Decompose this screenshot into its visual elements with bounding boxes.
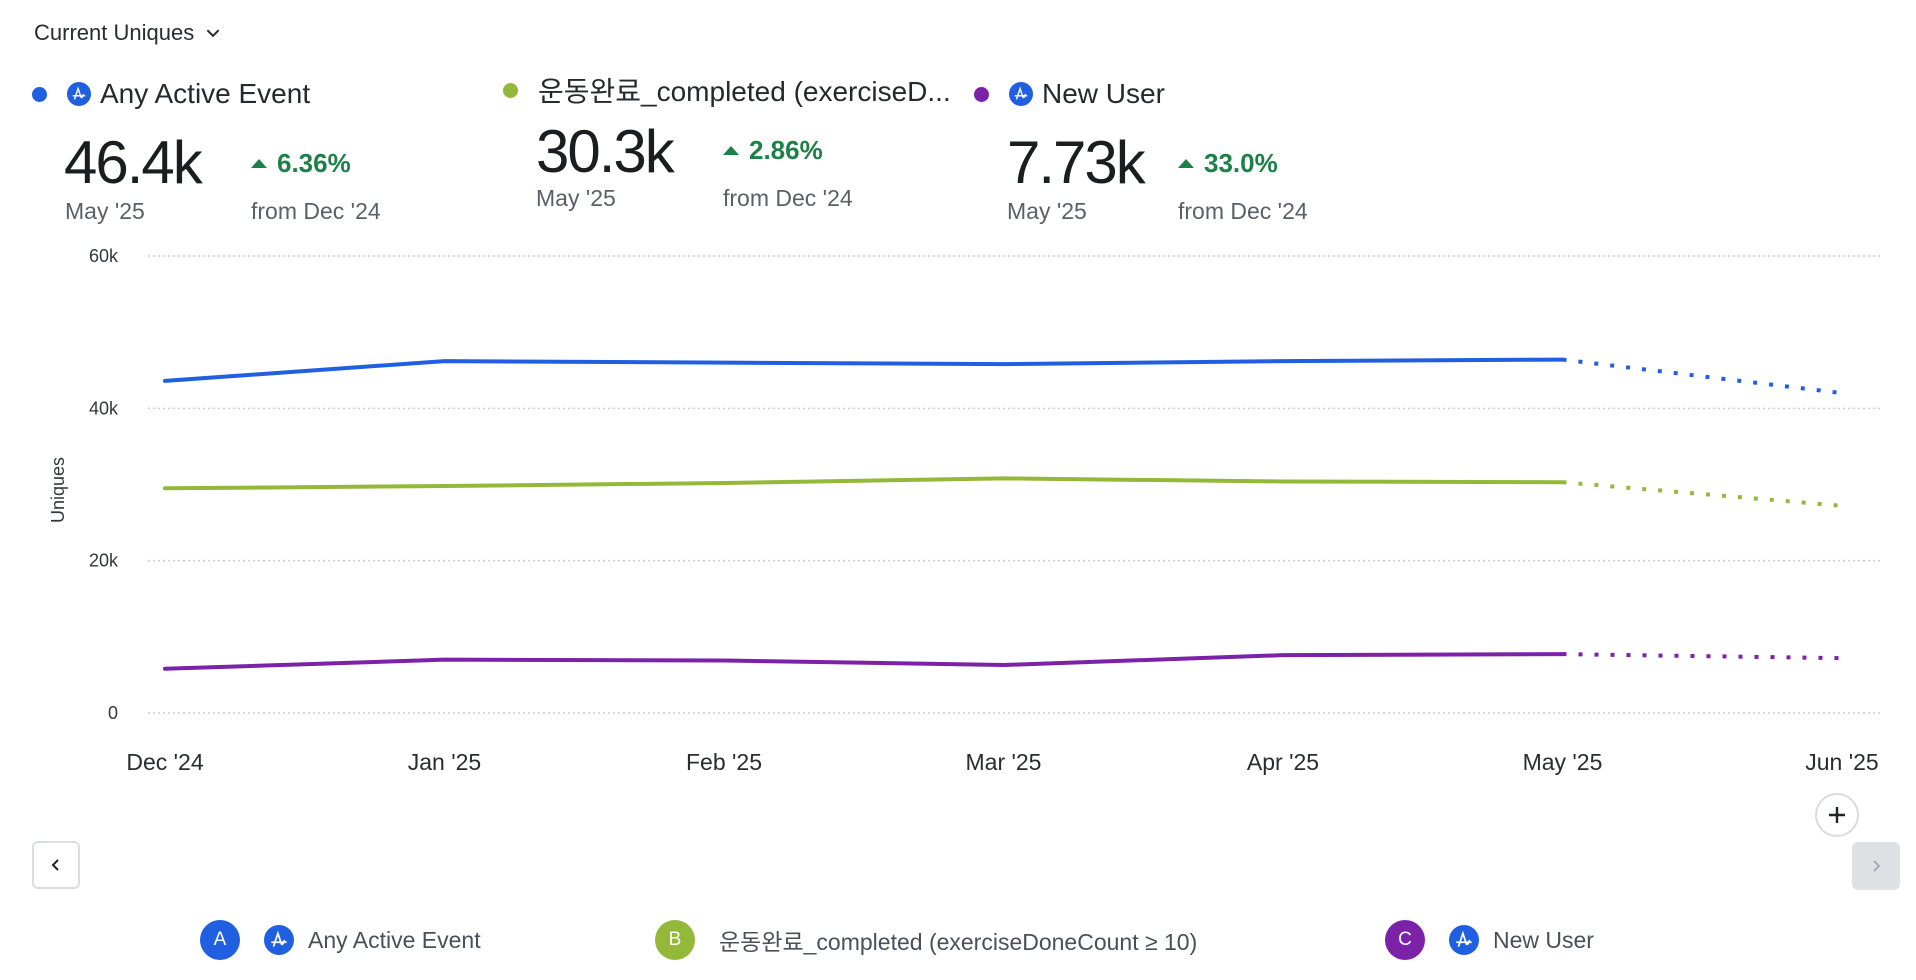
- series-line[interactable]: [163, 652, 1565, 671]
- data-point[interactable]: [716, 475, 732, 491]
- legend-label: 운동완료_completed (exerciseDoneCount ≥ 10): [719, 929, 1198, 955]
- y-axis-ticks: 0 20k 40k 60k: [89, 246, 119, 723]
- x-tick-label: May '25: [1523, 749, 1603, 775]
- chevron-down-icon: [206, 29, 220, 38]
- series-0[interactable]: [157, 352, 1850, 402]
- data-point[interactable]: [1555, 646, 1571, 662]
- grid-lines: [148, 255, 1880, 714]
- stat-delta: 2.86%: [723, 135, 823, 166]
- stat-title: Any Active Event: [100, 78, 311, 109]
- x-axis-ticks: Dec '24 Jan '25 Feb '25 Mar '25 Apr '25 May '…: [126, 749, 1878, 775]
- stat-delta-ref: from Dec '24: [723, 185, 853, 211]
- amplitude-event-icon: [1009, 82, 1033, 106]
- data-point[interactable]: [996, 657, 1012, 673]
- data-point[interactable]: [157, 480, 173, 496]
- legend-item-b[interactable]: B 운동완료_completed (exerciseDoneCount ≥ 10…: [655, 920, 1197, 960]
- add-annotation-button[interactable]: [1815, 793, 1859, 837]
- stat-delta: 33.0%: [1178, 148, 1278, 179]
- data-point[interactable]: [996, 470, 1012, 486]
- stat-title: New User: [1042, 78, 1165, 109]
- x-tick-label: Feb '25: [686, 749, 762, 775]
- data-point[interactable]: [1834, 385, 1850, 401]
- data-point[interactable]: [1555, 474, 1571, 490]
- stat-period: May '25: [1007, 198, 1087, 224]
- data-point[interactable]: [437, 652, 453, 668]
- amplitude-event-icon: [1449, 925, 1479, 955]
- amplitude-event-icon: [264, 925, 294, 955]
- trend-up-icon: [723, 146, 739, 155]
- x-tick-label: Mar '25: [966, 749, 1042, 775]
- metric-selector-label: Current Uniques: [34, 20, 195, 45]
- legend-item-a[interactable]: A Any Active Event: [200, 920, 481, 960]
- series-color-dot: [974, 86, 989, 102]
- series-line[interactable]: [163, 357, 1565, 383]
- x-tick-label: Dec '24: [126, 749, 203, 775]
- y-axis-label: Uniques: [48, 457, 68, 523]
- stat-delta-ref: from Dec '24: [1178, 198, 1308, 224]
- legend-label: Any Active Event: [308, 926, 481, 953]
- plus-icon: [1829, 807, 1845, 823]
- legend-label: New User: [1493, 926, 1594, 953]
- data-point[interactable]: [1834, 650, 1850, 666]
- series-projection-line[interactable]: [1562, 357, 1843, 396]
- line-chart[interactable]: 0 20k 40k 60k Uniques Dec '24 Jan '25 Feb '25…: [0, 230, 1916, 790]
- series-color-dot: [32, 86, 47, 102]
- data-point[interactable]: [437, 353, 453, 369]
- stat-period: May '25: [65, 198, 145, 224]
- series-lines: [157, 352, 1850, 677]
- amplitude-event-icon: [67, 82, 91, 106]
- series-color-dot: [503, 82, 518, 98]
- data-point[interactable]: [1275, 473, 1291, 489]
- legend-badge: A: [200, 920, 240, 960]
- data-point[interactable]: [716, 652, 732, 668]
- x-tick-label: Apr '25: [1247, 749, 1319, 775]
- stat-new-user[interactable]: New User 7.73k May '25 33.0% from Dec '2…: [974, 78, 1394, 228]
- series-line[interactable]: [163, 476, 1565, 491]
- stat-any-active-event[interactable]: Any Active Event 46.4k May '25 6.36% fro…: [32, 78, 452, 228]
- y-tick-label: 20k: [89, 551, 119, 571]
- series-projection-line[interactable]: [1562, 652, 1843, 661]
- y-tick-label: 40k: [89, 398, 119, 418]
- series-projection-line[interactable]: [1562, 480, 1843, 508]
- y-tick-label: 0: [108, 703, 118, 723]
- stat-value: 30.3k: [536, 118, 675, 185]
- data-point[interactable]: [1275, 647, 1291, 663]
- legend-badge: C: [1385, 920, 1425, 960]
- stat-exercise-completed[interactable]: 운동완료_completed (exerciseD... 30.3k May '…: [503, 70, 963, 220]
- data-point[interactable]: [1275, 353, 1291, 369]
- stat-value: 46.4k: [64, 129, 203, 196]
- stat-delta-ref: from Dec '24: [251, 198, 381, 224]
- metric-selector[interactable]: Current Uniques: [34, 20, 222, 46]
- chevron-left-icon: [51, 859, 59, 871]
- data-point[interactable]: [157, 661, 173, 677]
- legend-next-button[interactable]: [1852, 842, 1900, 890]
- data-point[interactable]: [157, 373, 173, 389]
- legend-badge: B: [655, 920, 695, 960]
- stat-delta: 6.36%: [251, 148, 351, 179]
- x-tick-label: Jun '25: [1805, 749, 1878, 775]
- data-point[interactable]: [1555, 352, 1571, 368]
- stat-title: 운동완료_completed (exerciseD...: [538, 76, 951, 107]
- legend-item-c[interactable]: C New User: [1385, 920, 1594, 960]
- x-tick-label: Jan '25: [408, 749, 481, 775]
- stat-period: May '25: [536, 185, 616, 211]
- data-point[interactable]: [1834, 498, 1850, 514]
- series-2[interactable]: [157, 646, 1850, 677]
- data-point[interactable]: [996, 356, 1012, 372]
- chevron-right-icon: [1873, 860, 1881, 872]
- y-tick-label: 60k: [89, 246, 119, 266]
- trend-up-icon: [1178, 159, 1194, 168]
- stat-value: 7.73k: [1007, 129, 1146, 196]
- legend-prev-button[interactable]: [32, 841, 80, 889]
- trend-up-icon: [251, 159, 267, 168]
- data-point[interactable]: [437, 478, 453, 494]
- series-1[interactable]: [157, 470, 1850, 513]
- data-point[interactable]: [716, 355, 732, 371]
